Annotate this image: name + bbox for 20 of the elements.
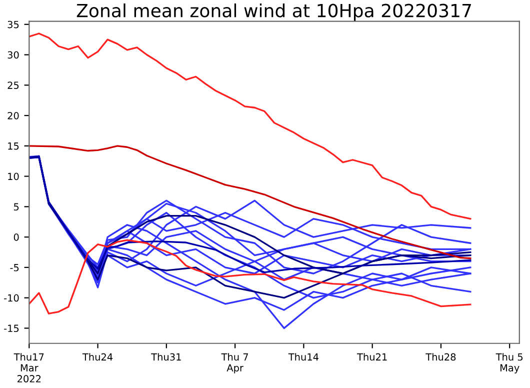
y-tick-label: -15	[4, 324, 19, 332]
y-tick-label: 10	[8, 172, 19, 180]
y-tick-label: 5	[14, 203, 19, 210]
x-tick-label: Thu28	[426, 353, 456, 361]
y-tick-label: -10	[4, 294, 19, 302]
x-tick-label: Thu17 Mar 2022	[14, 353, 44, 382]
x-tick-label: Thu 5 May	[496, 353, 523, 374]
y-tick-label: 20	[8, 112, 19, 120]
y-tick-label: 30	[8, 51, 19, 59]
x-tick-label: Thu21	[356, 353, 387, 361]
x-tick-label: Thu31	[151, 353, 181, 361]
chart-title: Zonal mean zonal wind at 10Hpa 20220317	[76, 3, 471, 21]
x-tick-label: Thu24	[82, 353, 113, 361]
x-tick-label: Thu 7 Apr	[221, 353, 248, 374]
y-tick-label: 25	[8, 82, 19, 89]
y-tick-label: -5	[10, 264, 19, 272]
y-tick-label: 15	[8, 142, 19, 150]
y-tick-label: 35	[8, 20, 19, 28]
x-tick-label: Thu14	[288, 353, 318, 361]
y-tick-label: 0	[14, 234, 19, 241]
